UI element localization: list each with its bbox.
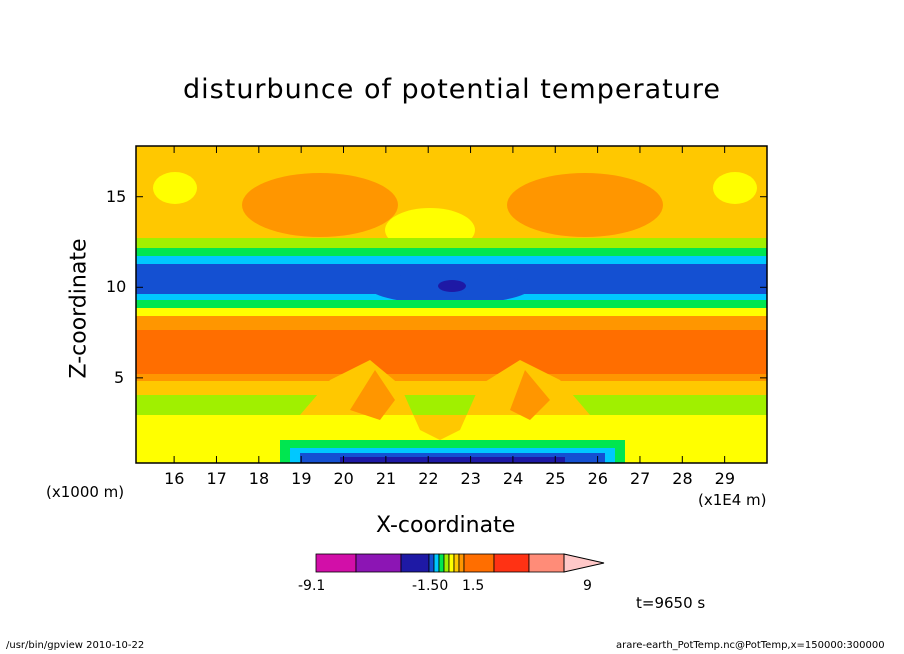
x-tick-label: 28: [672, 469, 693, 488]
footer-left: /usr/bin/gpview 2010-10-22: [6, 640, 145, 651]
contour-field: [136, 146, 767, 463]
y-tick-label: 10: [106, 277, 127, 297]
colorbar-swatch: [433, 553, 440, 573]
x-tick-label: 27: [629, 469, 651, 488]
colorbar-swatch: [443, 553, 450, 573]
band-red-orange-mid: [136, 330, 767, 374]
x-tick-label: 22: [418, 469, 439, 488]
time-annotation: t=9650 s: [636, 594, 706, 612]
band-green-upper: [136, 248, 767, 256]
x-tick-label: 23: [460, 469, 481, 488]
plume-right-core: [510, 370, 550, 420]
y-axis-label: Z-coordinate: [66, 238, 92, 379]
upper-right-cool-spot: [713, 172, 757, 204]
x-tick-label: 16: [164, 469, 185, 488]
x-ticks: [173, 146, 726, 463]
colorbar-label: 1.5: [462, 578, 485, 594]
upper-right-warm-cell: [507, 173, 663, 237]
colorbar-swatch: [463, 553, 495, 573]
colorbar-swatch: [448, 553, 455, 573]
band-lower-lime: [136, 395, 767, 415]
x-tick-label: 19: [291, 469, 312, 488]
upper-left-warm-cell: [242, 173, 398, 237]
surface-deep-blue: [340, 457, 565, 463]
band-lower-orange: [136, 381, 767, 395]
x-tick-label: 25: [545, 469, 566, 488]
band-yellow-mid: [136, 308, 767, 316]
footer-right: arare-earth_PotTemp.nc@PotTemp,x=150000:…: [616, 640, 885, 651]
colorbar-swatch: [355, 553, 402, 573]
center-deep-blue-cell: [438, 280, 466, 292]
colorbar-end-triangle: [563, 553, 605, 573]
y-tick-label: 15: [106, 186, 127, 206]
colorbar-swatch: [453, 553, 460, 573]
x-axis-unit: (x1E4 m): [698, 491, 767, 509]
upper-left-cool-spot: [153, 172, 197, 204]
colorbar-label: -1.50: [412, 578, 449, 594]
y-ticks: [136, 196, 767, 379]
colorbar-label: -9.1: [298, 578, 326, 594]
band-green-lower: [136, 300, 767, 310]
x-tick-label: 24: [502, 469, 524, 488]
x-tick-label: 20: [333, 469, 354, 488]
y-axis-unit: (x1000 m): [46, 483, 125, 501]
colorbar-swatch: [315, 553, 357, 573]
y-tick-label: 5: [114, 367, 125, 387]
band-lime-upper: [136, 238, 767, 248]
colorbar: [315, 553, 605, 573]
colorbar-label: 9: [583, 578, 592, 594]
x-tick-label: 18: [248, 469, 270, 488]
colorbar-swatch: [428, 553, 435, 573]
plume-left-core: [350, 370, 395, 420]
x-tick-label: 17: [206, 469, 227, 488]
colorbar-swatch: [400, 553, 430, 573]
colorbar-swatch: [438, 553, 445, 573]
x-axis-label: X-coordinate: [376, 513, 516, 538]
plot-frame: [135, 145, 768, 464]
colorbar-swatch: [493, 553, 530, 573]
x-tick-label: 29: [714, 469, 735, 488]
chart-title: disturbunce of potential temperature: [183, 74, 721, 105]
colorbar-swatch: [528, 553, 565, 573]
x-tick-label: 21: [375, 469, 397, 488]
x-tick-label: 26: [587, 469, 608, 488]
colorbar-swatch: [458, 553, 465, 573]
